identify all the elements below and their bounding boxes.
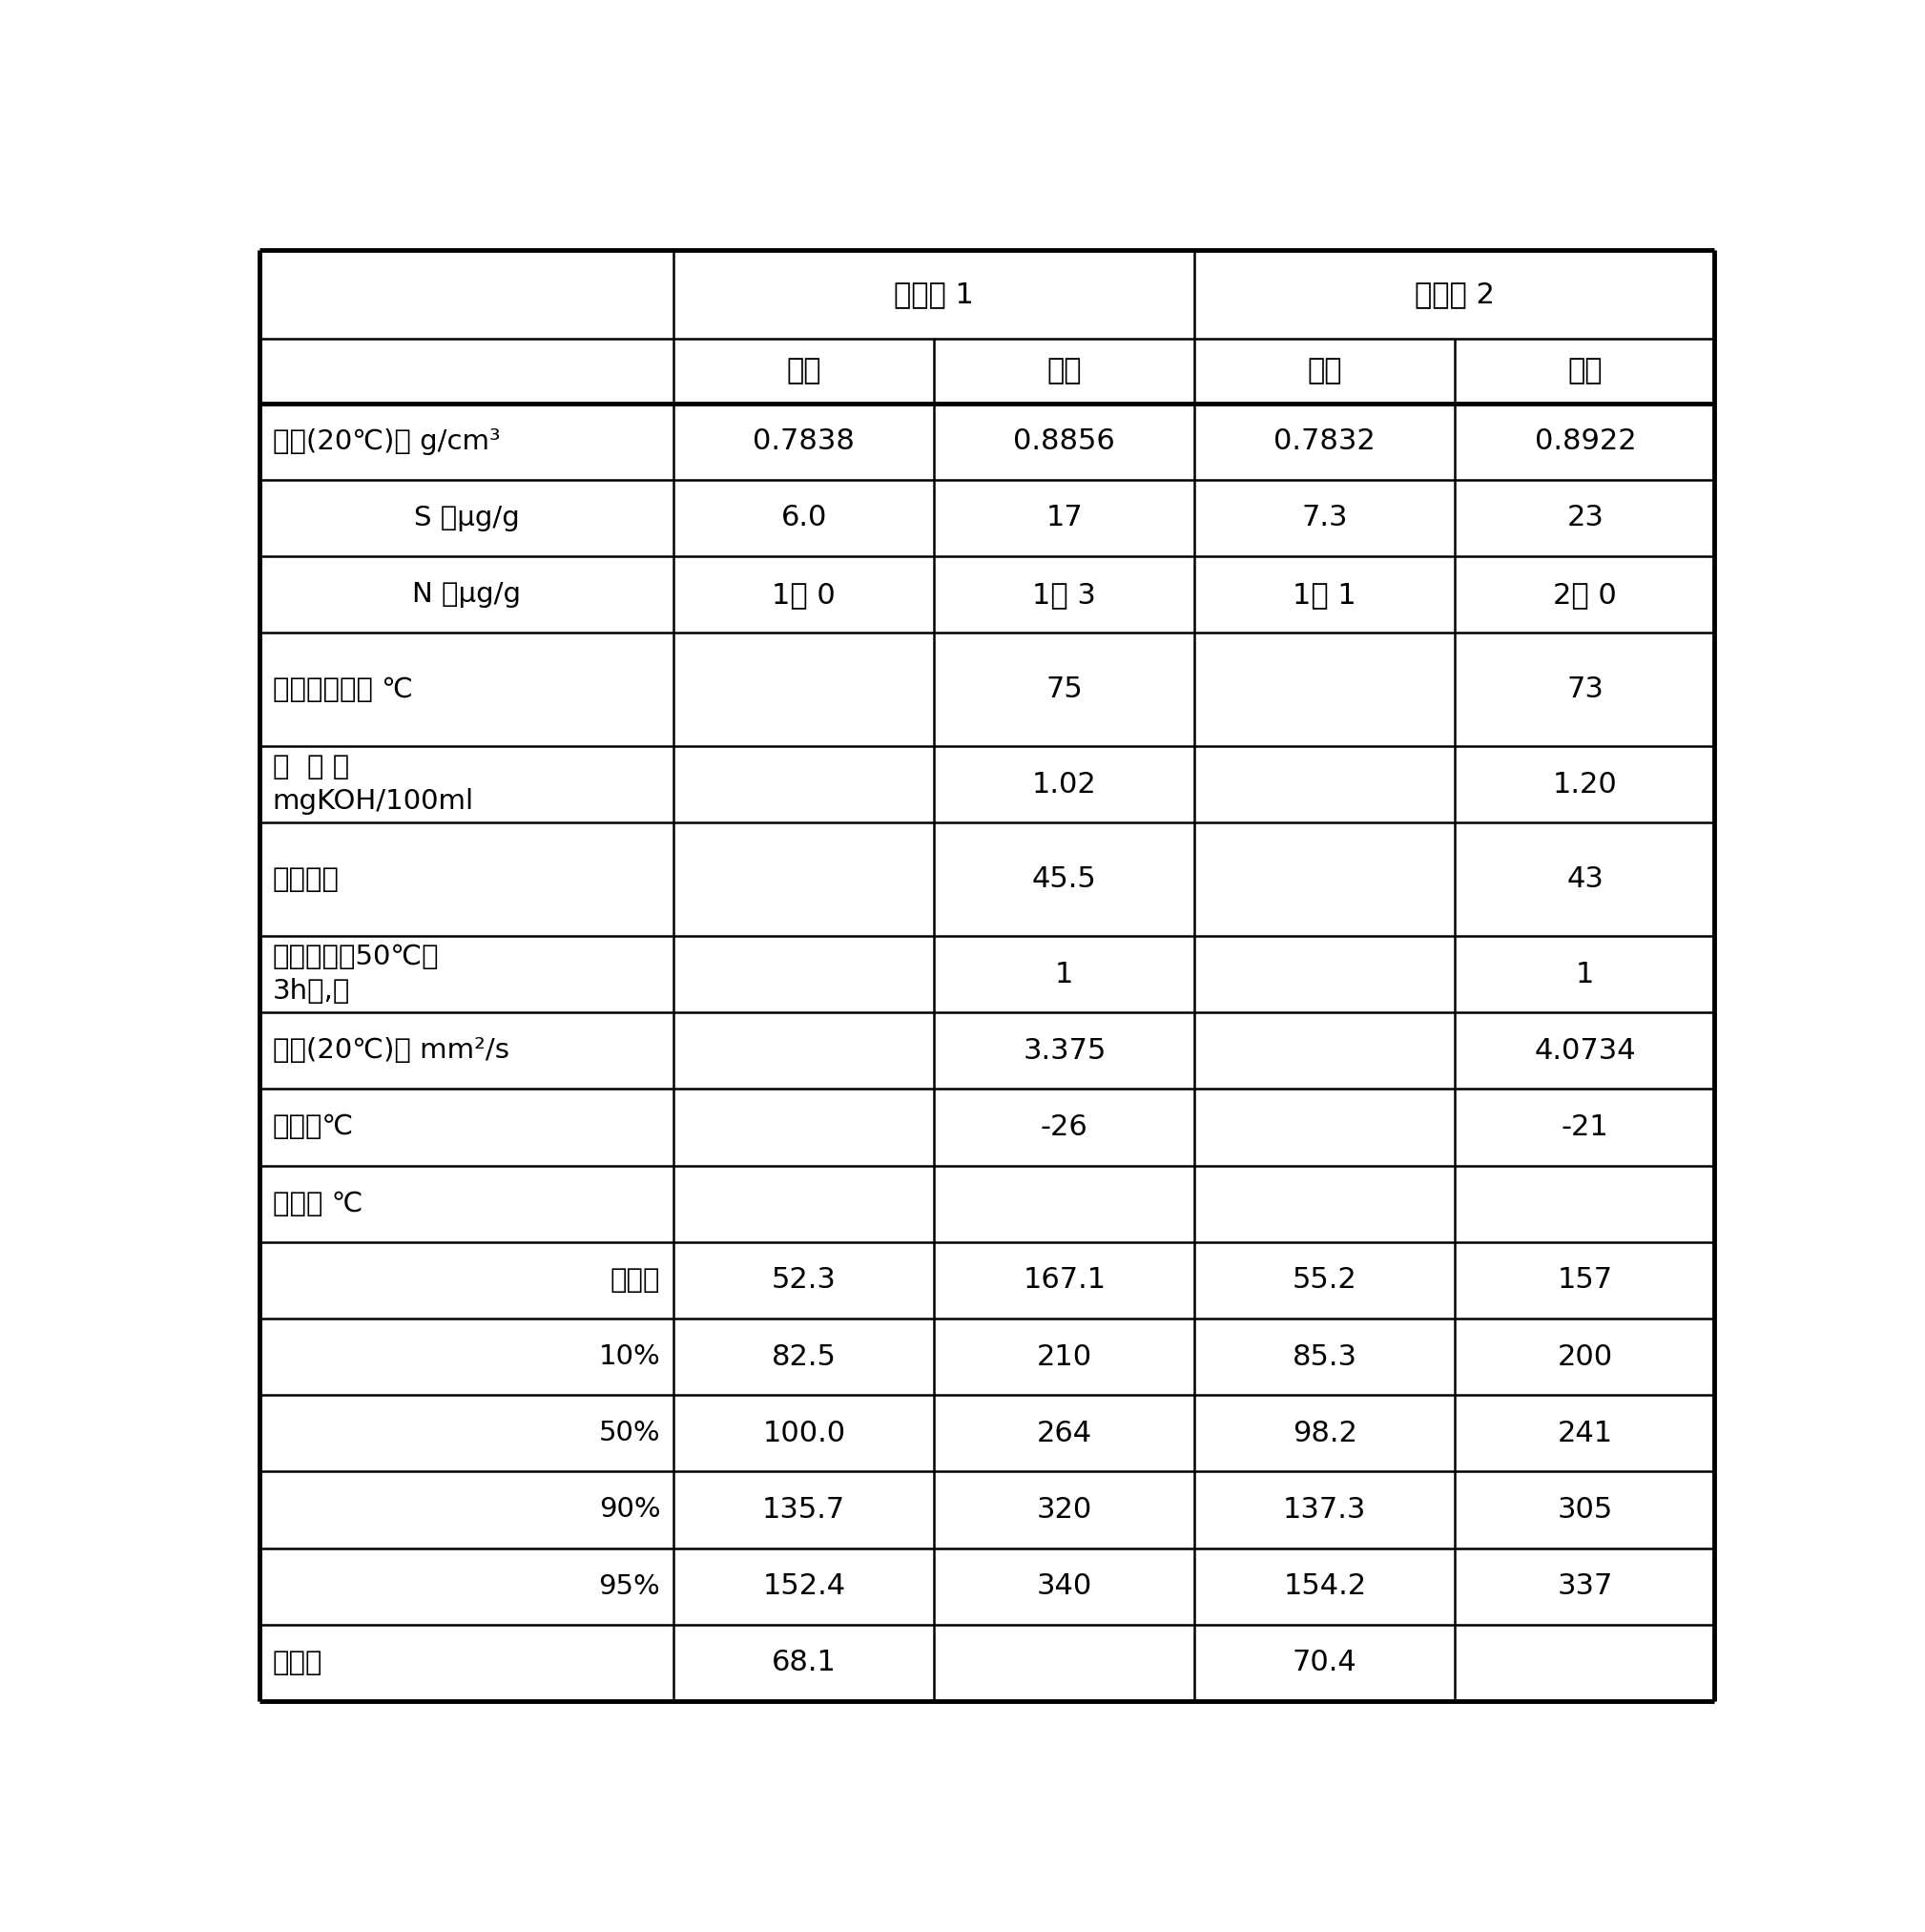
Text: 0.7832: 0.7832 (1274, 427, 1376, 456)
Text: 73: 73 (1567, 676, 1604, 703)
Text: 3h）,级: 3h）,级 (273, 978, 350, 1005)
Text: 铜片腐蚀（50℃，: 铜片腐蚀（50℃， (273, 945, 439, 970)
Text: 密度(20℃)， g/cm³: 密度(20℃)， g/cm³ (273, 429, 501, 454)
Text: 1． 1: 1． 1 (1294, 582, 1357, 609)
Text: N ，μg/g: N ，μg/g (412, 582, 522, 609)
Text: 7.3: 7.3 (1301, 504, 1347, 531)
Text: 10%: 10% (599, 1343, 660, 1370)
Text: 43: 43 (1567, 866, 1604, 893)
Text: 320: 320 (1038, 1495, 1091, 1524)
Text: mgKOH/100ml: mgKOH/100ml (273, 788, 474, 815)
Text: 340: 340 (1038, 1573, 1091, 1600)
Text: 馏程， ℃: 馏程， ℃ (273, 1190, 362, 1217)
Text: 45.5: 45.5 (1032, 866, 1097, 893)
Text: 98.2: 98.2 (1292, 1420, 1357, 1447)
Text: 305: 305 (1557, 1495, 1613, 1524)
Text: 辛烷値: 辛烷値 (273, 1650, 323, 1677)
Text: 6.0: 6.0 (782, 504, 828, 531)
Text: 0.8856: 0.8856 (1013, 427, 1115, 456)
Text: 汽油: 汽油 (787, 357, 822, 384)
Text: 55.2: 55.2 (1292, 1265, 1357, 1294)
Text: 167.1: 167.1 (1022, 1265, 1107, 1294)
Text: S ，μg/g: S ，μg/g (414, 504, 520, 531)
Text: 85.3: 85.3 (1292, 1343, 1357, 1370)
Text: 82.5: 82.5 (772, 1343, 835, 1370)
Text: 凝点，℃: 凝点，℃ (273, 1115, 354, 1140)
Text: 52.3: 52.3 (772, 1265, 835, 1294)
Text: 154.2: 154.2 (1284, 1573, 1367, 1600)
Text: 50%: 50% (599, 1420, 660, 1447)
Text: 1.02: 1.02 (1032, 771, 1097, 798)
Text: 200: 200 (1557, 1343, 1613, 1370)
Text: 柴油: 柴油 (1047, 357, 1082, 384)
Text: 初馏点: 初馏点 (610, 1267, 660, 1294)
Text: 2． 0: 2． 0 (1553, 582, 1617, 609)
Text: 0.8922: 0.8922 (1534, 427, 1636, 456)
Text: 23: 23 (1567, 504, 1604, 531)
Text: 152.4: 152.4 (762, 1573, 845, 1600)
Text: 1.20: 1.20 (1553, 771, 1617, 798)
Text: 酸  度 ，: 酸 度 ， (273, 753, 348, 781)
Text: 100.0: 100.0 (762, 1420, 845, 1447)
Text: 1: 1 (1055, 960, 1074, 987)
Text: 实施例 1: 实施例 1 (895, 280, 974, 309)
Text: 241: 241 (1557, 1420, 1613, 1447)
Text: 75: 75 (1045, 676, 1084, 703)
Text: 90%: 90% (599, 1497, 660, 1522)
Text: 137.3: 137.3 (1284, 1495, 1367, 1524)
Text: 264: 264 (1038, 1420, 1091, 1447)
Text: -26: -26 (1041, 1113, 1088, 1142)
Text: 十六烷値: 十六烷値 (273, 866, 339, 893)
Text: 157: 157 (1557, 1265, 1613, 1294)
Text: 135.7: 135.7 (762, 1495, 845, 1524)
Text: 汽油: 汽油 (1307, 357, 1342, 384)
Text: 1． 3: 1． 3 (1032, 582, 1097, 609)
Text: 70.4: 70.4 (1292, 1650, 1357, 1677)
Text: 210: 210 (1038, 1343, 1091, 1370)
Text: 4.0734: 4.0734 (1534, 1037, 1636, 1065)
Text: 337: 337 (1557, 1573, 1613, 1600)
Text: 柴油: 柴油 (1567, 357, 1604, 384)
Text: 3.375: 3.375 (1022, 1037, 1107, 1065)
Text: 95%: 95% (599, 1573, 660, 1600)
Text: 1． 0: 1． 0 (772, 582, 835, 609)
Text: 实施例 2: 实施例 2 (1415, 280, 1496, 309)
Text: 1: 1 (1577, 960, 1594, 987)
Text: -21: -21 (1561, 1113, 1609, 1142)
Text: 0.7838: 0.7838 (753, 427, 855, 456)
Text: 17: 17 (1045, 504, 1084, 531)
Text: 闪点（闭）， ℃: 闪点（闭）， ℃ (273, 676, 412, 703)
Text: 粘度(20℃)， mm²/s: 粘度(20℃)， mm²/s (273, 1037, 508, 1065)
Text: 68.1: 68.1 (772, 1650, 835, 1677)
